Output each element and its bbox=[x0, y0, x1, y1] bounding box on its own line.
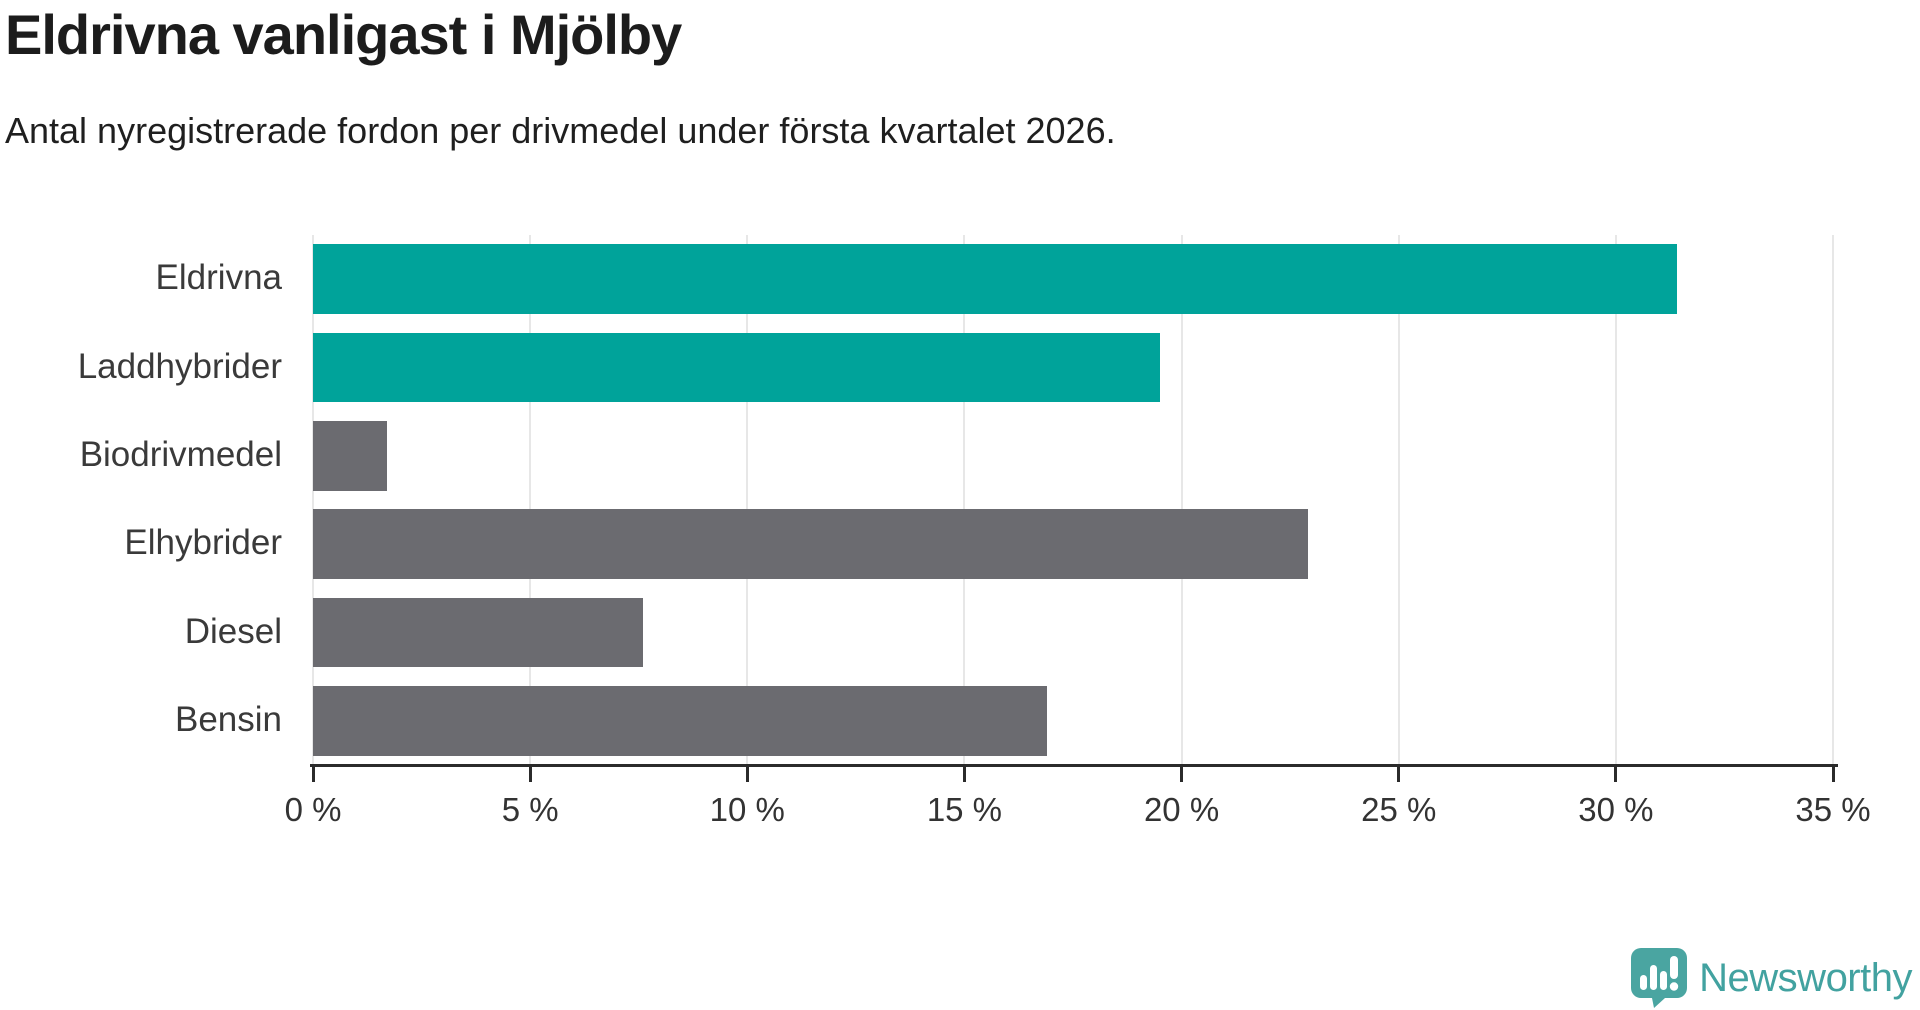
x-axis-line bbox=[310, 764, 1838, 767]
x-tick-25 bbox=[1397, 765, 1401, 782]
bar-biodrivmedel bbox=[313, 420, 387, 491]
gridline-35 bbox=[1832, 235, 1834, 764]
x-tick-label-10: 10 % bbox=[709, 791, 785, 828]
bar-eldrivna bbox=[313, 244, 1677, 315]
plot-area: 0 % 5 % 10 % 15 % 20 % 25 % 30 % 35 % Eldrivna La… bbox=[78, 235, 1871, 828]
x-tick-label-15: 15 % bbox=[926, 791, 1003, 828]
x-tick-label-35: 35 % bbox=[1795, 791, 1871, 828]
x-tick-label-20: 20 % bbox=[1143, 791, 1220, 828]
chart-title: Eldrivna vanligast i Mjölby bbox=[5, 3, 682, 66]
x-tick-15 bbox=[962, 765, 966, 782]
bar-elhybrider bbox=[313, 509, 1308, 580]
branding: Newsworthy bbox=[1631, 948, 1912, 1008]
x-tick-0 bbox=[311, 765, 315, 782]
chart-subtitle: Antal nyregistrerade fordon per drivmede… bbox=[5, 110, 1116, 151]
bar-laddhybrider bbox=[313, 332, 1160, 403]
gridline-15 bbox=[963, 235, 966, 764]
category-label-eldrivna: Eldrivna bbox=[155, 258, 282, 298]
gridline-25 bbox=[1397, 235, 1400, 764]
category-label-laddhybrider: Laddhybrider bbox=[77, 346, 282, 386]
gridline-0 bbox=[312, 235, 314, 764]
bar-diesel bbox=[313, 597, 644, 668]
gridline-20 bbox=[1180, 235, 1183, 764]
category-label-diesel: Diesel bbox=[184, 611, 282, 651]
x-tick-35 bbox=[1831, 765, 1835, 782]
gridline-5 bbox=[529, 235, 532, 764]
x-tick-20 bbox=[1180, 765, 1184, 782]
x-tick-5 bbox=[528, 765, 532, 782]
x-tick-30 bbox=[1614, 765, 1618, 782]
gridline-10 bbox=[746, 235, 749, 764]
newsworthy-logo-icon bbox=[1631, 948, 1688, 1008]
category-label-elhybrider: Elhybrider bbox=[124, 523, 282, 563]
gridline-30 bbox=[1614, 235, 1617, 764]
bar-bensin bbox=[313, 685, 1047, 756]
category-label-bensin: Bensin bbox=[174, 699, 282, 739]
x-tick-10 bbox=[745, 765, 749, 782]
category-label-biodrivmedel: Biodrivmedel bbox=[79, 434, 282, 474]
x-tick-label-0: 0 % bbox=[284, 791, 342, 828]
x-tick-label-5: 5 % bbox=[501, 791, 559, 828]
x-tick-label-25: 25 % bbox=[1361, 791, 1437, 828]
newsworthy-logo-text: Newsworthy bbox=[1699, 955, 1912, 1000]
x-tick-label-30: 30 % bbox=[1578, 791, 1654, 828]
